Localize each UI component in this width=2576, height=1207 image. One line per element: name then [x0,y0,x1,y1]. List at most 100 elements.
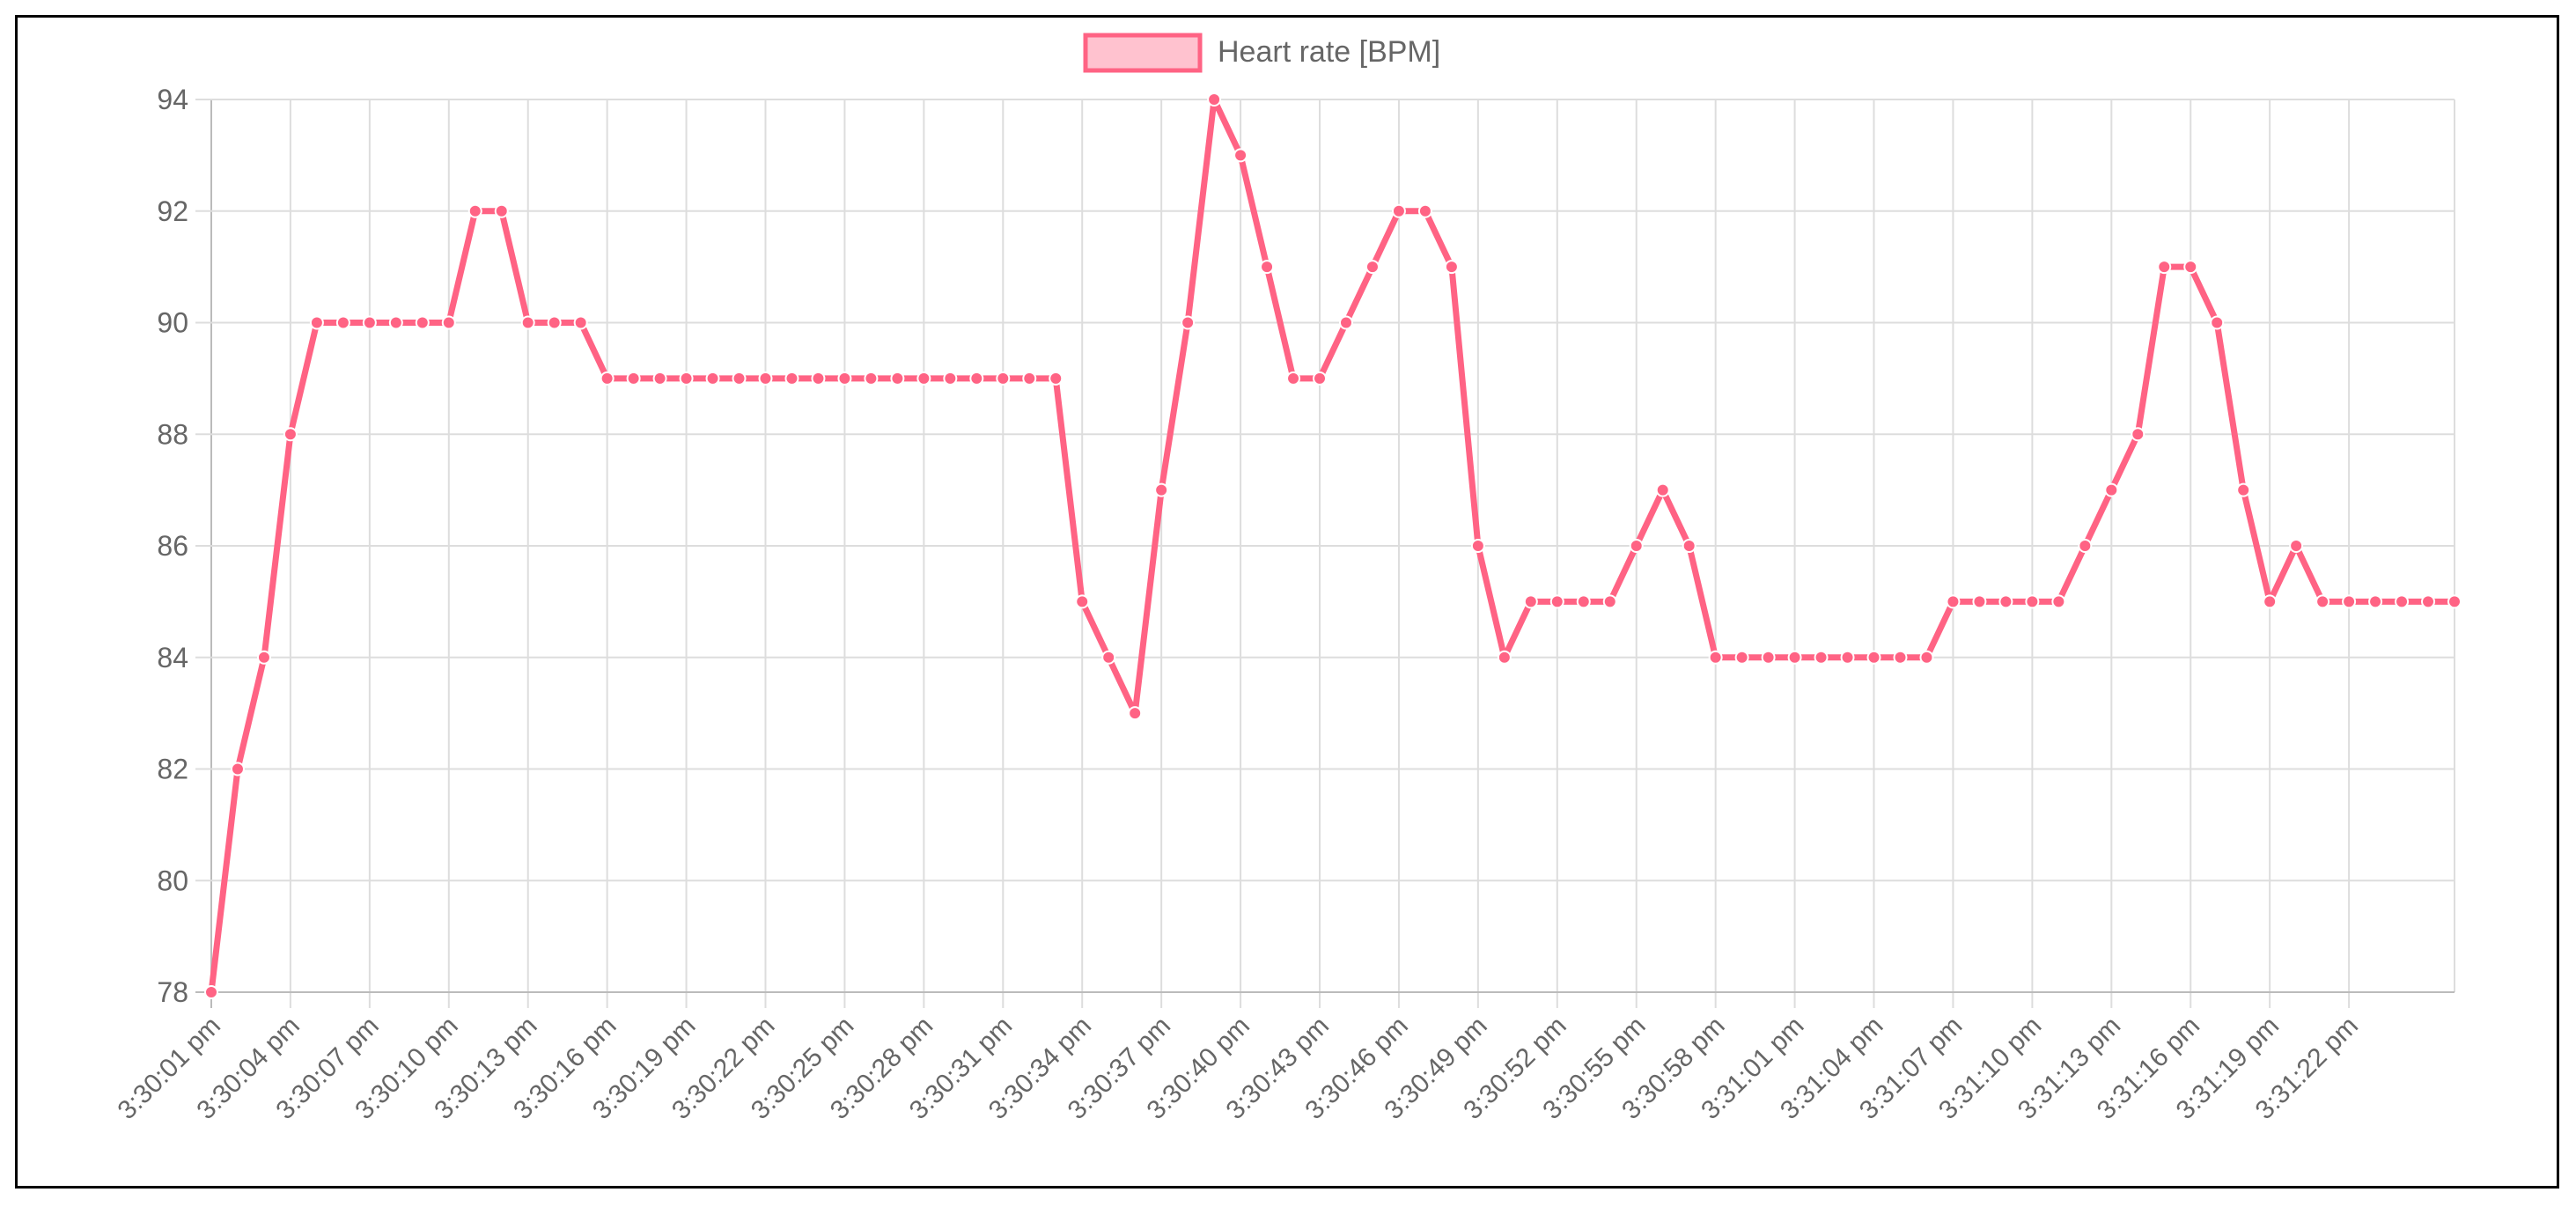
data-point[interactable] [2131,427,2145,442]
data-point[interactable] [1101,650,1116,665]
data-point[interactable] [230,762,245,776]
data-point[interactable] [362,315,377,330]
data-point[interactable] [890,371,905,386]
data-point[interactable] [1022,371,1037,386]
data-point[interactable] [1286,371,1301,386]
line-chart: Heart rate [BPM] 78 80 82 84 86 88 90 92 94 3:30… [112,33,2462,1125]
y-tick-label: 86 [157,530,188,562]
data-point[interactable] [283,427,298,442]
data-point[interactable] [2183,260,2198,275]
data-point[interactable] [626,371,641,386]
legend-swatch [1083,33,1203,73]
data-point[interactable] [1470,539,1485,553]
data-point[interactable] [2025,594,2040,609]
data-point[interactable] [1181,315,1196,330]
data-point[interactable] [652,371,667,386]
data-point[interactable] [2315,594,2330,609]
data-point[interactable] [2236,482,2251,497]
data-point[interactable] [1338,315,1353,330]
data-point[interactable] [837,371,852,386]
series-heart-rate [204,92,2462,999]
data-point[interactable] [1866,650,1881,665]
y-tick-label: 90 [157,307,188,339]
data-point[interactable] [1602,594,1617,609]
data-point[interactable] [2395,594,2410,609]
data-point[interactable] [1972,594,1987,609]
data-point[interactable] [1391,203,1406,218]
legend[interactable]: Heart rate [BPM] [1083,33,1440,73]
data-point[interactable] [1444,260,1459,275]
data-point[interactable] [811,371,826,386]
data-point[interactable] [1154,482,1169,497]
x-axis-tick-labels: 3:30:01 pm3:30:04 pm3:30:07 pm3:30:10 pm… [112,1012,2364,1125]
data-point[interactable] [520,315,535,330]
data-point[interactable] [204,985,218,999]
y-tick-label: 94 [157,84,188,115]
data-point[interactable] [2051,594,2066,609]
data-point[interactable] [2342,594,2357,609]
data-point[interactable] [2421,594,2436,609]
data-point[interactable] [2263,594,2278,609]
data-point[interactable] [969,371,984,386]
data-point[interactable] [732,371,747,386]
series-line [208,96,2458,996]
data-point[interactable] [1497,650,1512,665]
data-point[interactable] [309,315,324,330]
data-point[interactable] [388,315,403,330]
data-point[interactable] [758,371,773,386]
data-point[interactable] [2078,539,2093,553]
data-point[interactable] [705,371,720,386]
data-point[interactable] [415,315,430,330]
data-point[interactable] [1655,482,1670,497]
data-point[interactable] [679,371,694,386]
data-point[interactable] [943,371,958,386]
data-point[interactable] [1523,594,1538,609]
data-point[interactable] [1365,260,1380,275]
data-point[interactable] [573,315,588,330]
data-point[interactable] [1207,92,1222,107]
y-tick-label: 84 [157,642,188,673]
data-point[interactable] [1313,371,1328,386]
data-point[interactable] [1075,594,1090,609]
data-point[interactable] [1787,650,1802,665]
y-axis-tick-labels: 78 80 82 84 86 88 90 92 94 [157,84,188,1008]
data-point[interactable] [2210,315,2225,330]
data-point[interactable] [1629,539,1644,553]
legend-label: Heart rate [BPM] [1218,35,1440,69]
data-point[interactable] [1682,539,1696,553]
data-point[interactable] [1260,260,1275,275]
data-point[interactable] [996,371,1011,386]
data-point[interactable] [1998,594,2013,609]
data-point[interactable] [784,371,799,386]
data-point[interactable] [1734,650,1749,665]
data-point[interactable] [1708,650,1723,665]
data-point[interactable] [2157,260,2172,275]
data-point[interactable] [1893,650,1908,665]
data-point[interactable] [1049,371,1064,386]
data-point[interactable] [1919,650,1934,665]
data-point[interactable] [1128,706,1143,721]
data-point[interactable] [916,371,931,386]
data-point[interactable] [2289,539,2304,553]
y-tick-label: 92 [157,195,188,227]
data-point[interactable] [600,371,615,386]
data-point[interactable] [1840,650,1855,665]
data-point[interactable] [335,315,350,330]
data-point[interactable] [256,650,271,665]
data-point[interactable] [1549,594,1564,609]
data-point[interactable] [1761,650,1776,665]
data-point[interactable] [467,203,482,218]
data-point[interactable] [1233,148,1248,163]
data-point[interactable] [1417,203,1432,218]
data-point[interactable] [1576,594,1591,609]
data-point[interactable] [494,203,509,218]
data-point[interactable] [547,315,562,330]
data-point[interactable] [1946,594,1961,609]
data-point[interactable] [2447,594,2462,609]
data-point[interactable] [864,371,879,386]
data-point[interactable] [2104,482,2119,497]
vertical-gridlines [210,99,2455,1008]
data-point[interactable] [441,315,456,330]
data-point[interactable] [2368,594,2383,609]
data-point[interactable] [1814,650,1829,665]
